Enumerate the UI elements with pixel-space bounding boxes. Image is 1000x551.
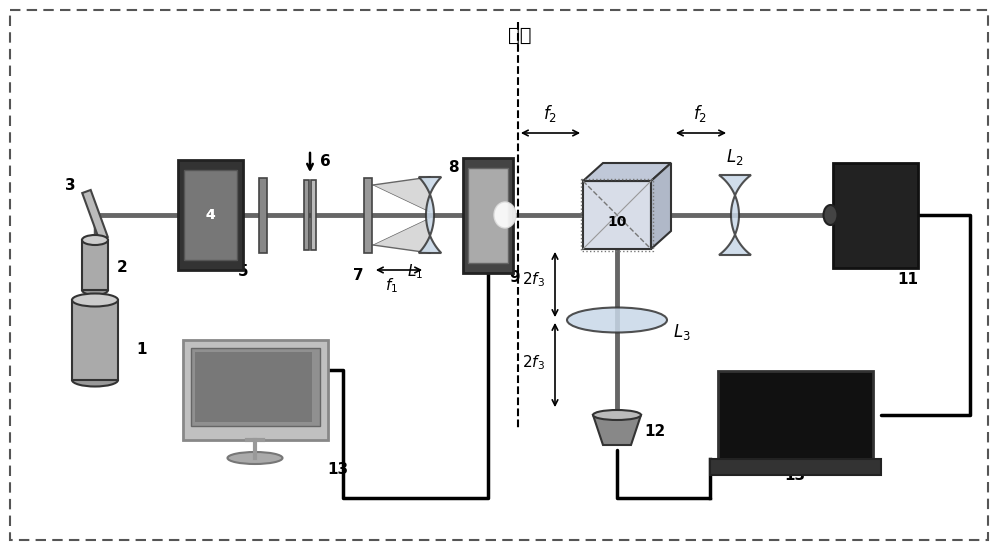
Text: 4: 4 (205, 208, 215, 222)
Polygon shape (651, 163, 671, 249)
Text: 12: 12 (644, 424, 666, 440)
Text: $2f_3$: $2f_3$ (522, 354, 544, 372)
Ellipse shape (824, 205, 838, 225)
Bar (259, 177, 267, 252)
Ellipse shape (72, 294, 118, 306)
Text: 13: 13 (327, 462, 349, 478)
Bar (82, 240, 108, 290)
Bar (311, 180, 316, 250)
Text: $f_1$: $f_1$ (385, 277, 398, 295)
FancyBboxPatch shape (10, 10, 988, 540)
Text: 4: 4 (205, 208, 215, 222)
Bar (710, 459, 881, 475)
Bar (581, 179, 653, 251)
Polygon shape (583, 163, 671, 181)
Ellipse shape (494, 202, 516, 228)
Text: 5: 5 (238, 264, 248, 279)
Bar (468, 168, 508, 262)
Text: 11: 11 (898, 273, 918, 288)
Ellipse shape (82, 285, 108, 295)
Polygon shape (373, 177, 430, 212)
Text: 2: 2 (117, 261, 127, 276)
Ellipse shape (567, 307, 667, 332)
Text: 1: 1 (137, 343, 147, 358)
Bar (364, 177, 372, 252)
Bar (304, 180, 309, 250)
Text: $L_3$: $L_3$ (673, 322, 691, 342)
Ellipse shape (593, 410, 641, 420)
Bar (463, 158, 513, 273)
Ellipse shape (228, 452, 283, 464)
Text: $f_2$: $f_2$ (693, 103, 707, 124)
Text: $f_2$: $f_2$ (543, 103, 558, 124)
Text: 7: 7 (353, 267, 363, 283)
Text: $2f_3$: $2f_3$ (522, 271, 544, 289)
Bar (182, 340, 328, 440)
Polygon shape (373, 218, 430, 253)
Bar (583, 181, 651, 249)
Polygon shape (82, 190, 108, 240)
Bar (190, 348, 320, 426)
Bar (178, 160, 242, 270)
Text: 10: 10 (607, 215, 627, 229)
Bar (832, 163, 918, 267)
Text: $L_1$: $L_1$ (407, 263, 424, 282)
Bar (718, 371, 872, 459)
Bar (184, 170, 237, 260)
Text: 13: 13 (784, 467, 806, 483)
Text: 9: 9 (510, 271, 520, 285)
Polygon shape (593, 415, 641, 445)
Text: $L_2$: $L_2$ (726, 147, 744, 167)
Ellipse shape (82, 235, 108, 245)
Text: 3: 3 (65, 177, 75, 192)
Text: 源场: 源场 (508, 25, 532, 45)
Polygon shape (719, 175, 751, 255)
Text: 6: 6 (320, 154, 330, 170)
Text: 8: 8 (448, 159, 458, 175)
Bar (194, 352, 312, 422)
Bar (72, 300, 118, 380)
Polygon shape (419, 177, 441, 253)
Ellipse shape (72, 374, 118, 386)
